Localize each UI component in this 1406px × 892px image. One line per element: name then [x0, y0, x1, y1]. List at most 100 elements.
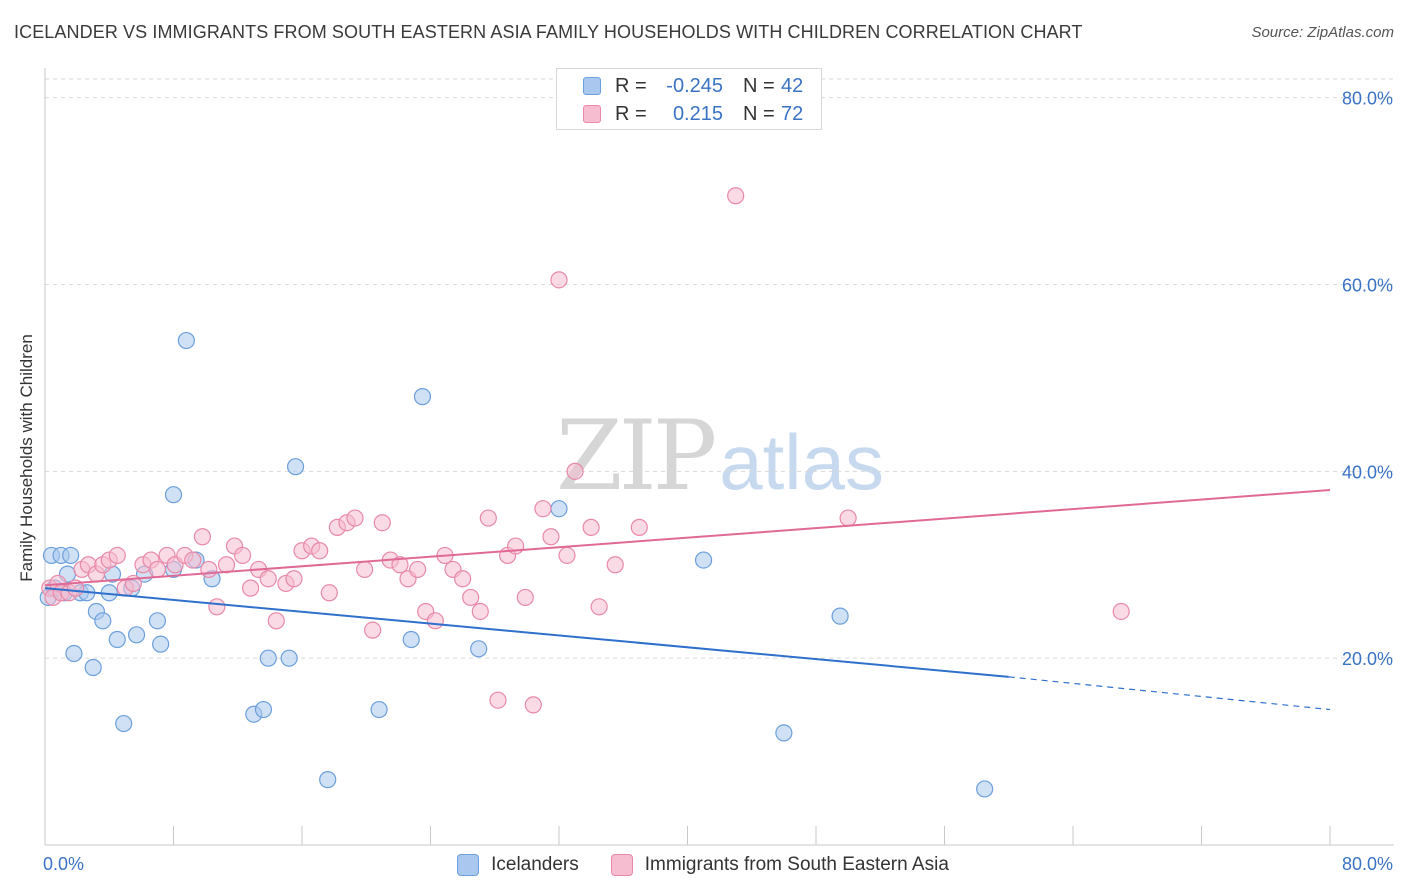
- legend-n-value: 72: [781, 102, 804, 125]
- icelander-point: [259, 649, 277, 667]
- immigrant-point: [516, 588, 534, 607]
- immigrant-point: [233, 546, 252, 565]
- icelander-point: [65, 644, 83, 663]
- immigrant-point: [200, 560, 218, 579]
- immigrant-point: [558, 546, 576, 565]
- immigrant-point: [285, 570, 303, 588]
- immigrant-point: [550, 271, 568, 289]
- immigrant-point: [373, 514, 391, 532]
- series-legend: Icelanders Immigrants from South Eastern…: [0, 850, 1406, 880]
- legend-r-value: -0.245: [666, 74, 723, 97]
- icelander-point: [254, 700, 273, 719]
- icelander-point: [115, 714, 133, 733]
- immigrant-point: [108, 546, 126, 565]
- icelander-point: [831, 607, 849, 625]
- icelander-point: [694, 551, 713, 569]
- immigrant-point: [590, 598, 608, 616]
- immigrant-point: [242, 579, 260, 597]
- icelander-point: [177, 331, 195, 350]
- legend-label-immigrants: Immigrants from South Eastern Asia: [644, 854, 949, 875]
- icelander-point: [148, 612, 167, 630]
- icelander-trend-extension: [1008, 676, 1331, 711]
- legend-swatch-icelanders: [457, 854, 480, 876]
- immigrant-trend-line: [44, 489, 1331, 587]
- immigrant-point: [1112, 602, 1130, 621]
- icelander-point: [413, 388, 432, 406]
- immigrant-point: [346, 509, 364, 527]
- immigrant-point: [471, 602, 489, 621]
- legend-row-icelanders: R = -0.245 N = 42: [583, 73, 803, 99]
- immigrant-point: [259, 570, 277, 588]
- immigrant-point: [217, 556, 236, 574]
- watermark-atlas: atlas: [719, 418, 884, 506]
- icelander-point: [84, 658, 102, 677]
- immigrant-point: [542, 528, 560, 546]
- legend-swatch-blue: [583, 77, 601, 95]
- immigrant-point: [524, 696, 542, 714]
- icelander-trend-line: [44, 587, 1009, 678]
- source-credit: Source: ZipAtlas.com: [1251, 24, 1394, 41]
- legend-n-label: N =: [743, 102, 775, 125]
- x-tick-label: 0.0%: [43, 854, 84, 874]
- immigrant-point: [630, 518, 648, 536]
- immigrant-point: [364, 621, 382, 639]
- immigrant-point: [356, 560, 374, 579]
- immigrant-point: [582, 518, 600, 536]
- legend-row-immigrants: R = 0.215 N = 72: [583, 101, 803, 127]
- immigrant-point: [479, 509, 497, 527]
- immigrant-point: [311, 542, 329, 560]
- icelander-point: [370, 700, 388, 719]
- immigrant-point: [391, 556, 409, 574]
- y-tick-label: 80.0%: [1342, 89, 1393, 109]
- icelander-point: [280, 649, 298, 667]
- immigrant-point: [839, 509, 857, 527]
- legend-swatch-immigrants: [610, 854, 633, 876]
- immigrant-point: [208, 598, 226, 616]
- immigrant-point: [727, 187, 745, 205]
- icelander-point: [286, 458, 305, 476]
- icelander-point: [775, 724, 793, 742]
- legend-r-value: 0.215: [672, 102, 723, 125]
- icelander-point: [402, 630, 420, 649]
- icelander-point: [108, 630, 126, 649]
- immigrant-point: [193, 528, 212, 546]
- immigrant-point: [148, 560, 167, 579]
- watermark: ZIPatlas: [556, 400, 884, 512]
- immigrant-point: [462, 588, 480, 607]
- icelander-point: [127, 626, 146, 644]
- immigrant-point: [606, 556, 624, 574]
- legend-n-value: 42: [781, 74, 804, 97]
- legend-r-label: R =: [615, 74, 647, 97]
- chart-title: ICELANDER VS IMMIGRANTS FROM SOUTH EASTE…: [14, 22, 1083, 42]
- immigrant-point: [320, 584, 338, 602]
- immigrant-point: [409, 560, 427, 579]
- y-tick-label: 20.0%: [1342, 649, 1393, 669]
- immigrant-point: [184, 551, 202, 569]
- icelander-point: [319, 771, 337, 789]
- immigrant-point: [426, 612, 444, 630]
- y-tick-label: 40.0%: [1342, 462, 1393, 482]
- immigrant-point: [489, 691, 507, 709]
- icelander-point: [976, 780, 994, 798]
- icelander-point: [62, 546, 80, 565]
- legend-n-label: N =: [743, 74, 775, 97]
- icelander-point: [470, 640, 488, 658]
- icelander-point: [94, 612, 112, 630]
- immigrant-point: [566, 462, 584, 480]
- legend-r-label: R =: [615, 102, 647, 125]
- y-tick-label: 60.0%: [1342, 276, 1393, 296]
- watermark-zip: ZIP: [556, 400, 717, 512]
- icelander-point: [550, 500, 568, 518]
- immigrant-point: [267, 612, 285, 630]
- immigrant-point: [534, 500, 552, 518]
- icelander-point: [164, 486, 183, 504]
- legend-label-icelanders: Icelanders: [491, 854, 579, 875]
- icelander-point: [152, 635, 170, 653]
- legend-item-icelanders: Icelanders: [457, 854, 579, 876]
- legend-swatch-pink: [583, 105, 601, 123]
- immigrant-point: [454, 570, 472, 588]
- x-tick-label: 80.0%: [1342, 854, 1393, 874]
- legend-item-immigrants: Immigrants from South Eastern Asia: [610, 854, 949, 876]
- correlation-legend: R = -0.245 N = 42 R = 0.215 N = 72: [556, 68, 822, 130]
